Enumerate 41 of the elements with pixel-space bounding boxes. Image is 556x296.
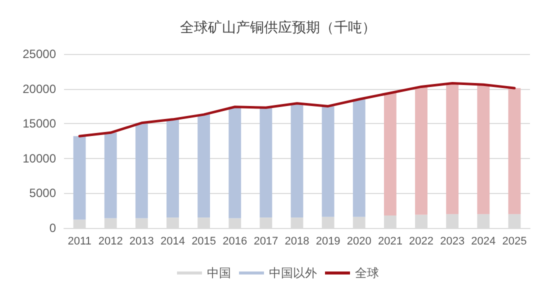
y-tick-label: 20000 xyxy=(22,82,56,96)
bar xyxy=(508,88,521,214)
y-tick-label: 10000 xyxy=(22,151,56,166)
bar xyxy=(135,122,148,218)
x-tick-label: 2013 xyxy=(129,236,154,248)
bar xyxy=(166,119,179,218)
legend-label: 全球 xyxy=(355,266,379,280)
x-tick-label: 2012 xyxy=(98,236,123,248)
bar xyxy=(198,114,210,218)
x-tick-label: 2017 xyxy=(254,236,278,248)
y-tick-label: 5000 xyxy=(29,186,56,200)
chart-title: 全球矿山产铜供应预期（千吨） xyxy=(180,20,376,36)
bar xyxy=(384,92,396,216)
bar xyxy=(228,106,242,218)
x-tick-label: 2025 xyxy=(502,236,527,248)
x-tick-label: 2014 xyxy=(160,236,185,248)
legend-label: 中国 xyxy=(207,266,231,280)
bar xyxy=(477,84,490,214)
bar xyxy=(322,106,334,217)
x-tick-label: 2011 xyxy=(68,236,92,248)
x-tick-label: 2018 xyxy=(284,236,310,248)
bar xyxy=(290,103,304,218)
line-series xyxy=(78,82,516,138)
y-tick-label: 15000 xyxy=(22,116,56,131)
bar xyxy=(73,136,86,220)
legend-label: 中国以外 xyxy=(269,266,317,280)
x-tick-label: 2015 xyxy=(192,236,216,248)
bar xyxy=(446,83,459,214)
y-tick-label: 25000 xyxy=(22,47,56,61)
x-tick-label: 2024 xyxy=(471,236,496,248)
y-tick-label: 0 xyxy=(49,221,56,235)
bar xyxy=(415,86,428,215)
x-tick-label: 2020 xyxy=(346,236,372,248)
bar xyxy=(352,99,366,217)
x-tick-label: 2019 xyxy=(316,236,340,248)
bar xyxy=(104,132,117,218)
bar xyxy=(260,108,272,218)
x-tick-label: 2022 xyxy=(409,236,434,248)
x-tick-label: 2016 xyxy=(222,236,248,248)
x-tick-label: 2023 xyxy=(440,236,465,248)
x-tick-label: 2021 xyxy=(378,236,402,248)
